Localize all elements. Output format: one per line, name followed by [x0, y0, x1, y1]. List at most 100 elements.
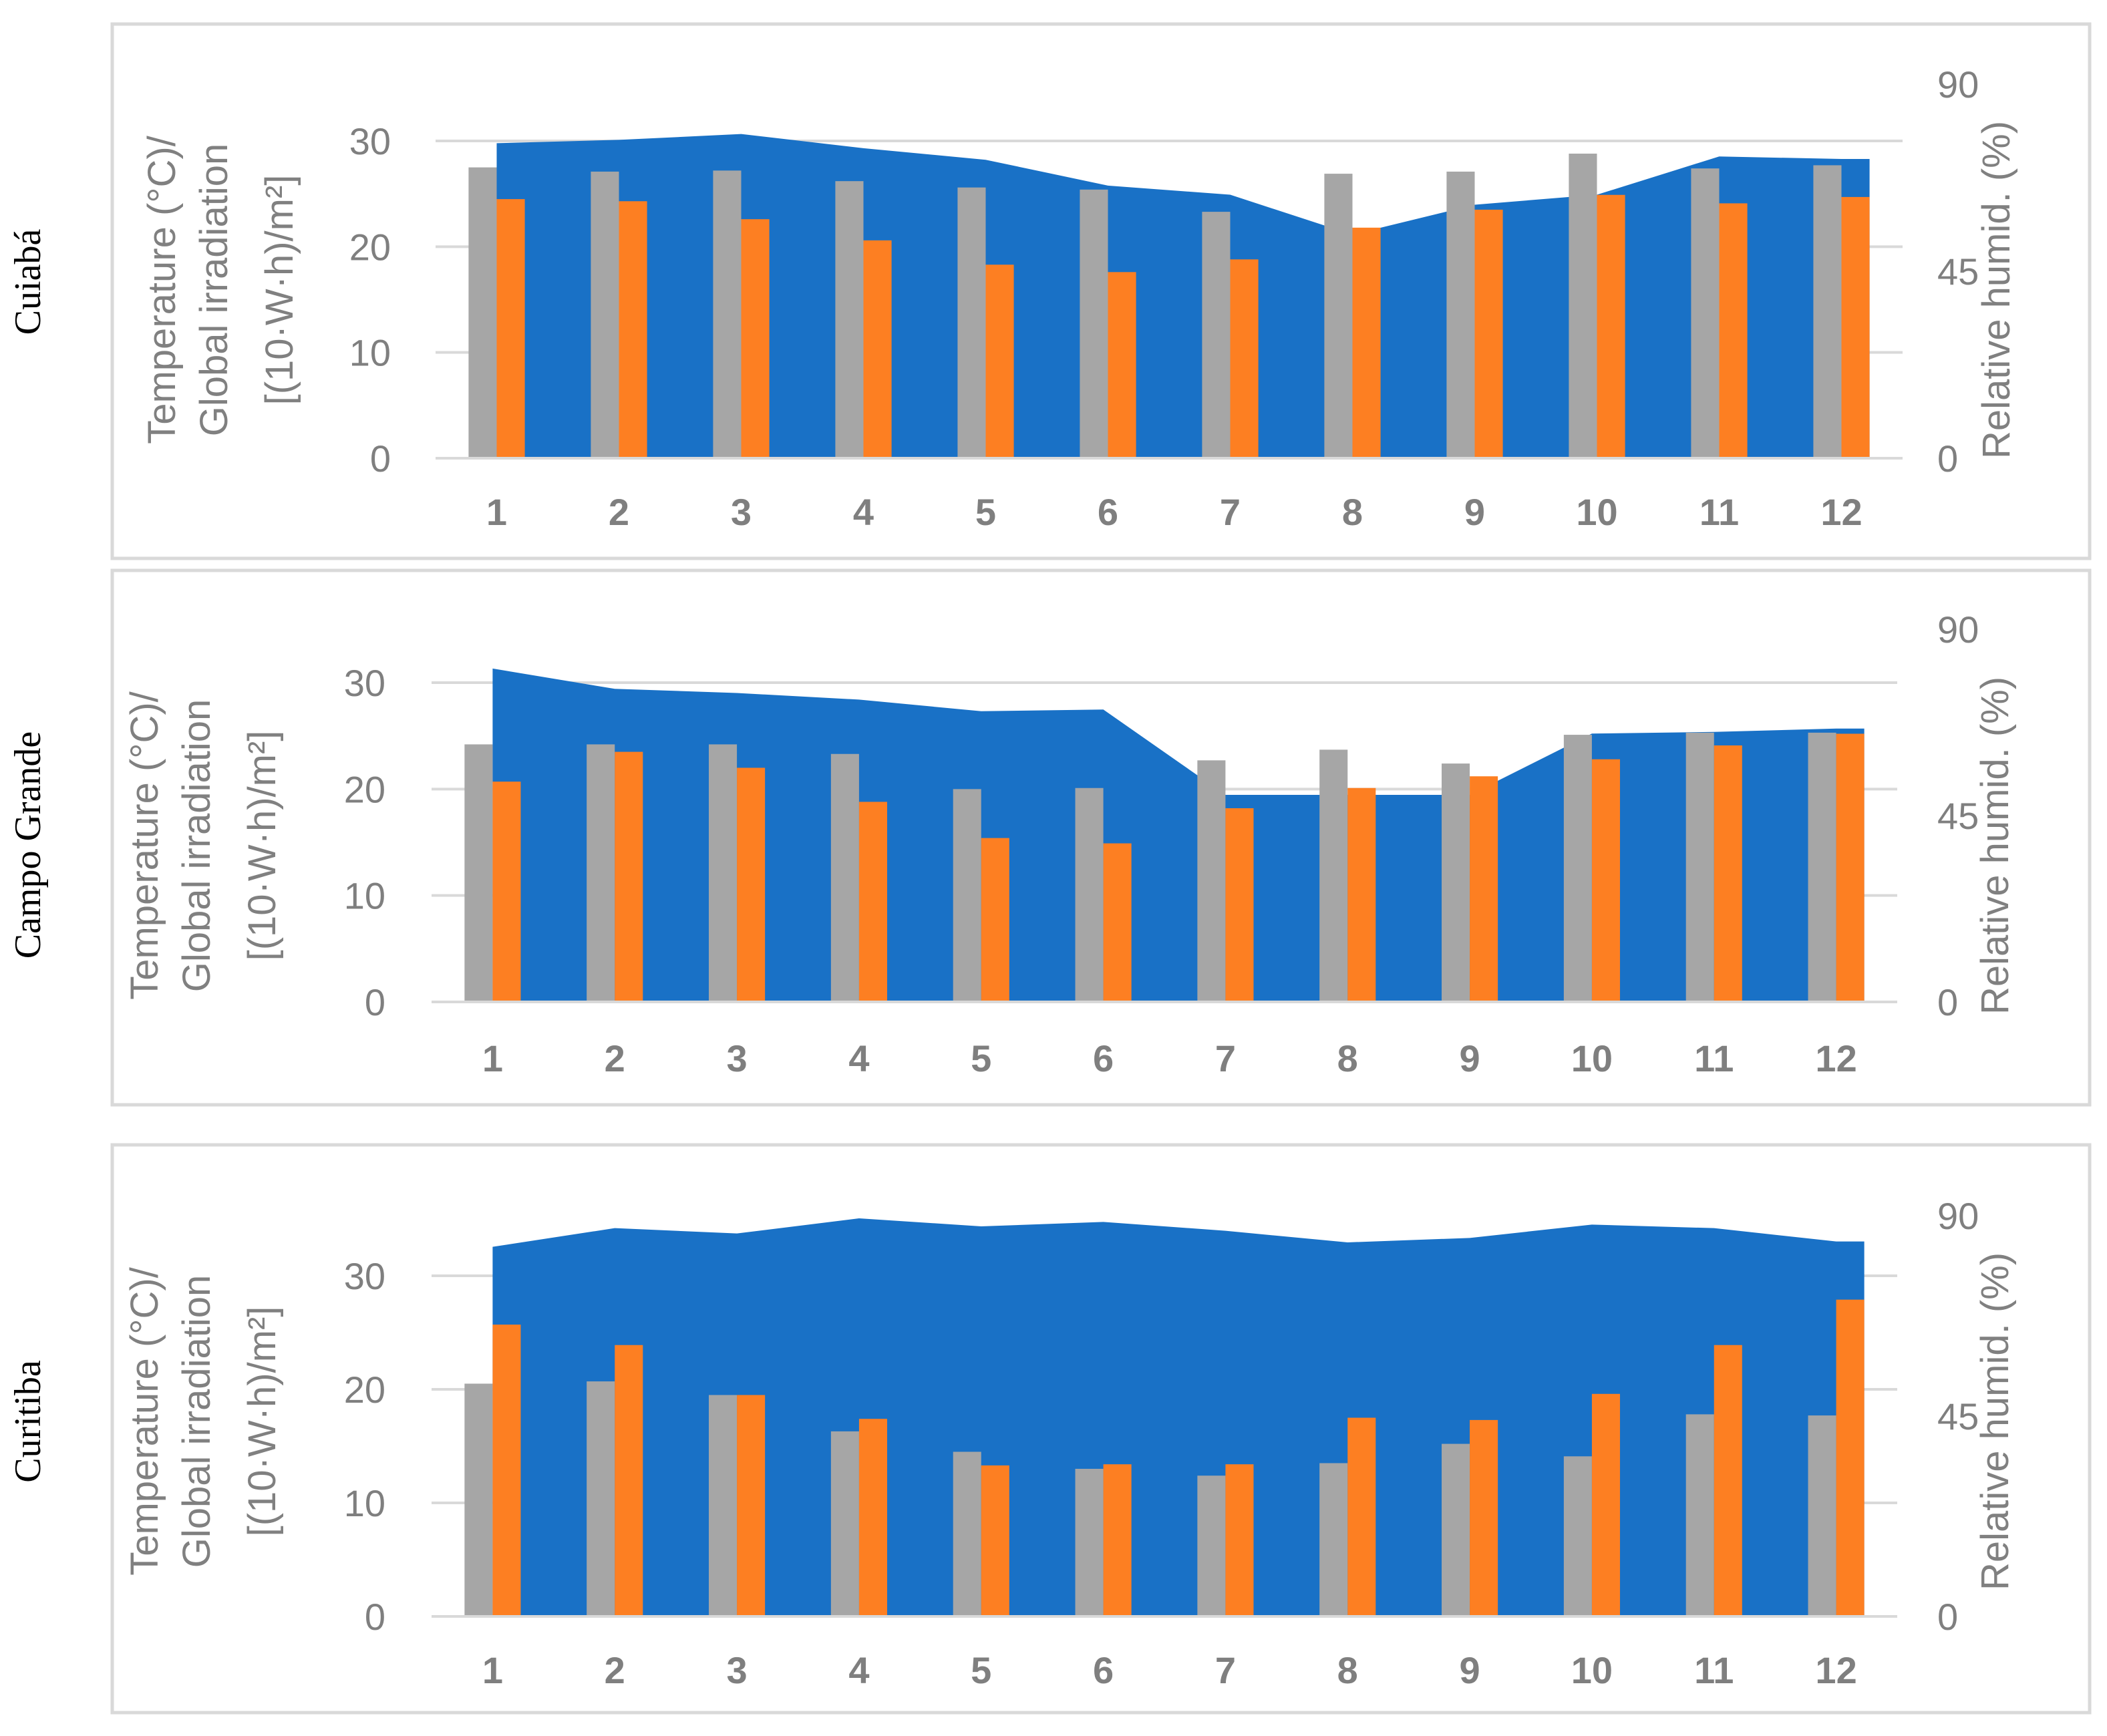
x-tick-label: 6 [1093, 1649, 1114, 1691]
city-label: Campo Grande [7, 731, 49, 959]
irradiation-bar [1719, 203, 1748, 458]
irradiation-bar [1841, 196, 1870, 458]
irradiation-bar [1591, 759, 1620, 1002]
irradiation-bar [985, 265, 1014, 458]
irradiation-bar [737, 1395, 766, 1616]
temperature-bar [1075, 1469, 1104, 1616]
y-left-tick-label: 30 [344, 662, 385, 704]
irradiation-bar [492, 782, 521, 1002]
temperature-bar [953, 1451, 981, 1616]
temperature-bar [1563, 1456, 1592, 1616]
x-tick-label: 12 [1815, 1037, 1856, 1079]
y-right-axis-title: Relative humid. (%) [1973, 1252, 2017, 1590]
temperature-bar [1685, 1414, 1714, 1616]
irradiation-bar [863, 240, 892, 458]
temperature-bar [953, 789, 981, 1002]
x-tick-label: 9 [1460, 1037, 1480, 1079]
x-tick-label: 10 [1576, 491, 1617, 533]
irradiation-bar [1714, 745, 1742, 1002]
temperature-bar [1319, 1463, 1348, 1616]
x-tick-label: 3 [727, 1037, 748, 1079]
x-tick-label: 8 [1337, 1037, 1358, 1079]
temperature-bar [1442, 1443, 1470, 1616]
temperature-bar [464, 744, 493, 1002]
x-tick-label: 3 [731, 491, 752, 533]
x-tick-label: 6 [1098, 491, 1118, 533]
x-tick-label: 1 [482, 1037, 503, 1079]
y-left-axis-title-line: [(10·W·h)/m²] [240, 1307, 284, 1537]
temperature-bar [1691, 168, 1720, 458]
x-tick-label: 5 [975, 491, 996, 533]
x-tick-label: 4 [853, 491, 874, 533]
y-left-tick-label: 30 [349, 120, 391, 162]
irradiation-bar [1591, 1393, 1620, 1616]
x-tick-label: 4 [848, 1037, 869, 1079]
irradiation-bar [1352, 227, 1381, 458]
irradiation-bar [1230, 259, 1259, 458]
y-left-axis-title-line: Global irradiation [192, 144, 236, 436]
y-right-tick-label: 0 [1937, 981, 1958, 1023]
irradiation-bar [1103, 1464, 1132, 1616]
x-tick-label: 6 [1093, 1037, 1114, 1079]
temperature-bar [709, 744, 738, 1002]
x-tick-label: 3 [727, 1649, 748, 1691]
x-tick-label: 11 [1694, 1037, 1734, 1079]
temperature-bar [1197, 1475, 1226, 1616]
x-tick-label: 7 [1220, 491, 1241, 533]
irradiation-bar [981, 1465, 1009, 1616]
irradiation-bar [1108, 272, 1136, 458]
temperature-bar [468, 167, 497, 459]
city-label: Curitiba [7, 1360, 49, 1483]
irradiation-bar [1347, 1417, 1376, 1616]
irradiation-bar [1225, 1464, 1254, 1616]
irradiation-bar [1470, 1419, 1498, 1616]
irradiation-bar [858, 802, 887, 1002]
y-left-tick-label: 0 [365, 981, 385, 1023]
x-tick-label: 10 [1571, 1037, 1613, 1079]
irradiation-bar [1470, 776, 1498, 1002]
y-left-axis-title-line: Temperature (°C)/ [140, 135, 184, 444]
irradiation-bar [619, 201, 647, 458]
temperature-bar [1808, 732, 1836, 1002]
y-left-tick-label: 30 [344, 1255, 385, 1297]
x-tick-label: 10 [1571, 1649, 1613, 1691]
y-left-tick-label: 20 [344, 768, 385, 810]
temperature-bar [1075, 788, 1104, 1002]
y-left-axis-title-line: Temperature (°C)/ [123, 691, 166, 999]
y-left-axis-title-line: Global irradiation [175, 1275, 218, 1568]
irradiation-bar [615, 751, 643, 1002]
irradiation-bar [737, 767, 766, 1002]
x-tick-label: 9 [1464, 491, 1485, 533]
x-tick-label: 11 [1699, 491, 1739, 533]
x-tick-label: 11 [1694, 1649, 1734, 1691]
y-right-axis-title: Relative humid. (%) [1975, 121, 2018, 459]
irradiation-bar [1103, 843, 1132, 1002]
temperature-bar [1563, 735, 1592, 1002]
x-tick-label: 12 [1820, 491, 1862, 533]
temperature-bar [1685, 732, 1714, 1002]
y-left-tick-label: 10 [349, 332, 391, 374]
temperature-bar [464, 1383, 493, 1616]
temperature-bar [1813, 165, 1842, 458]
temperature-bar [1569, 154, 1597, 458]
irradiation-bar [1836, 1299, 1865, 1616]
irradiation-bar [1714, 1345, 1742, 1616]
y-right-tick-label: 90 [1937, 1195, 1979, 1237]
x-tick-label: 7 [1215, 1649, 1236, 1691]
temperature-bar [713, 170, 742, 459]
temperature-bar [1197, 760, 1226, 1002]
y-right-tick-label: 45 [1937, 250, 1979, 293]
irradiation-bar [858, 1419, 887, 1616]
city-label: Cuiabá [7, 229, 49, 335]
irradiation-bar [1597, 194, 1625, 458]
x-tick-label: 12 [1815, 1649, 1856, 1691]
x-tick-label: 1 [486, 491, 507, 533]
y-left-tick-label: 0 [370, 438, 391, 480]
y-left-axis-title-line: [(10·W·h)/m²] [240, 731, 284, 961]
y-right-tick-label: 90 [1937, 63, 1979, 106]
temperature-bar [957, 187, 986, 458]
y-left-tick-label: 0 [365, 1596, 385, 1638]
